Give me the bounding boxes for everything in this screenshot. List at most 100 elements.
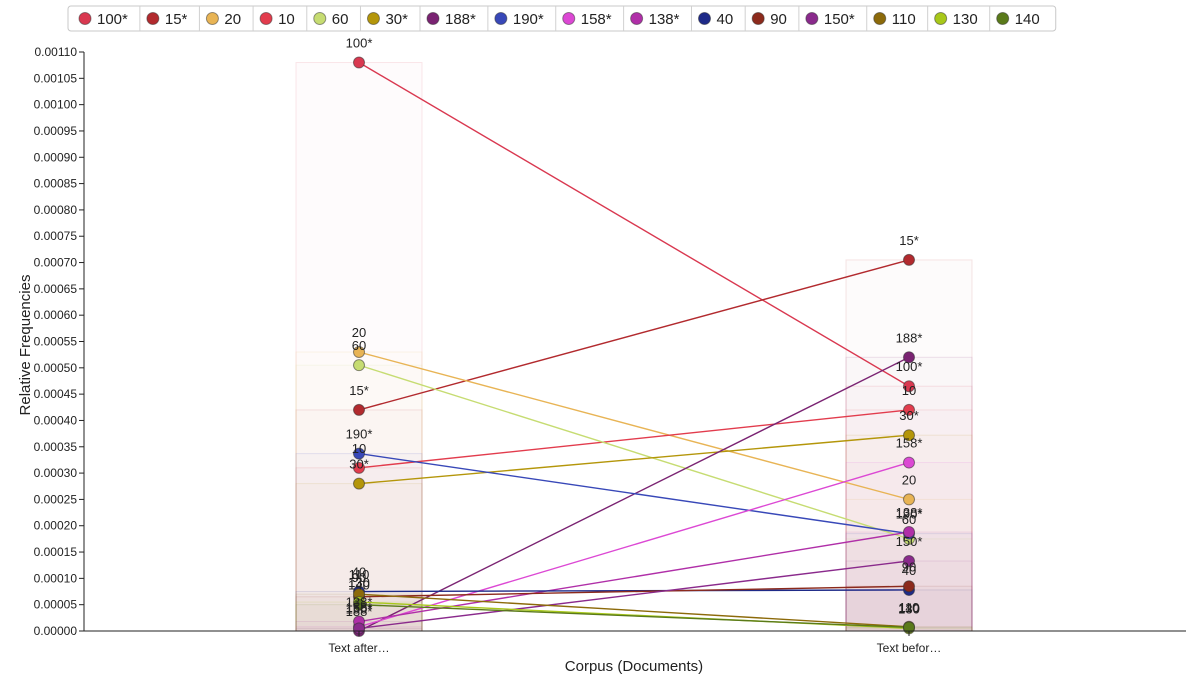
series-line <box>358 452 910 535</box>
data-label: 188* <box>346 604 373 619</box>
legend-swatch <box>562 12 576 25</box>
data-point[interactable] <box>353 461 365 474</box>
x-tick-label: Text befor… <box>877 641 942 655</box>
legend-item[interactable]: 188* <box>426 11 476 28</box>
legend-item[interactable]: 90 <box>751 11 787 28</box>
data-label: 110 <box>899 600 920 615</box>
data-label: 90 <box>902 559 916 574</box>
legend-item[interactable]: 60 <box>313 11 349 28</box>
series-line <box>358 603 910 629</box>
legend-item[interactable]: 140 <box>996 11 1040 28</box>
legend-swatch <box>313 12 327 25</box>
legend-label: 20 <box>224 11 241 28</box>
legend-label: 158* <box>581 11 612 28</box>
data-point[interactable] <box>903 380 915 393</box>
data-point[interactable] <box>353 447 365 460</box>
series-line <box>358 364 910 540</box>
data-label: 150* <box>346 601 373 616</box>
y-tick-label: 0.00060 <box>34 308 78 322</box>
data-label: 188* <box>896 330 923 345</box>
data-label: 60 <box>902 512 916 527</box>
legend-item[interactable]: 30* <box>366 11 408 28</box>
y-tick-label: 0.00045 <box>34 387 78 401</box>
legend-swatch <box>205 12 219 25</box>
legend-swatch <box>259 12 273 25</box>
point-labels: 100* 100* 15* 15* 20 20 10 10 60 60 30* 30* 188* 188*… <box>346 36 923 619</box>
data-point[interactable] <box>353 359 365 372</box>
y-axis-title: Relative Frequencies <box>17 275 34 416</box>
data-label: 190* <box>896 507 923 522</box>
legend-item[interactable]: 20 <box>205 11 241 28</box>
data-point[interactable] <box>903 580 915 593</box>
legend-swatch <box>146 12 160 25</box>
data-label: 158* <box>346 600 373 615</box>
data-label: 15* <box>899 233 919 248</box>
legend-item[interactable]: 40 <box>698 11 734 28</box>
legend-label: 138* <box>649 11 680 28</box>
y-tick-label: 0.00020 <box>34 519 78 533</box>
y-tick-label: 0.00050 <box>34 361 78 375</box>
legend-label: 30* <box>385 11 408 28</box>
legend-swatch <box>630 12 644 25</box>
data-point[interactable] <box>903 351 915 364</box>
legend-item[interactable]: 15* <box>146 11 188 28</box>
legend-label: 10 <box>278 11 295 28</box>
data-label: 190* <box>346 427 373 442</box>
data-point[interactable] <box>903 429 915 442</box>
data-label: 138* <box>896 505 923 520</box>
y-tick-label: 0.00030 <box>34 466 78 480</box>
legend-swatch <box>751 12 765 25</box>
data-label: 138* <box>346 595 373 610</box>
y-tick-label: 0.00105 <box>34 71 78 85</box>
data-point[interactable] <box>903 403 915 416</box>
legend-item[interactable]: 110 <box>873 11 916 28</box>
series-line <box>358 560 910 630</box>
data-label: 10 <box>352 441 366 456</box>
data-label: 10 <box>902 383 916 398</box>
legend-swatch <box>996 12 1010 25</box>
y-tick-label: 0.00085 <box>34 177 78 191</box>
y-tick-label: 0.00070 <box>34 256 78 270</box>
legend-swatch <box>805 12 819 25</box>
legend-item[interactable]: 130 <box>934 11 978 28</box>
data-point[interactable] <box>903 554 915 567</box>
series-points <box>353 56 915 637</box>
data-point[interactable] <box>353 346 365 359</box>
legend-label: 90 <box>770 11 787 28</box>
legend-item[interactable]: 158* <box>562 11 612 28</box>
x-axis: Text after… Text befor… <box>84 630 1186 655</box>
data-point[interactable] <box>353 56 365 69</box>
legend-label: 140 <box>1015 11 1040 28</box>
legend-item[interactable]: 150* <box>805 11 855 28</box>
data-label: 140 <box>898 600 920 615</box>
y-tick-label: 0.00100 <box>34 98 78 112</box>
data-label: 40 <box>352 565 366 580</box>
y-tick-label: 0.00015 <box>34 545 78 559</box>
legend-frame <box>67 5 1057 32</box>
data-point[interactable] <box>903 456 915 469</box>
data-point[interactable] <box>903 253 915 266</box>
y-tick-label: 0.00040 <box>34 413 78 427</box>
data-label: 110 <box>349 567 370 582</box>
data-point[interactable] <box>353 477 365 490</box>
y-tick-label: 0.00055 <box>34 335 78 349</box>
legend-item[interactable]: 138* <box>630 11 680 28</box>
legend-item[interactable]: 10 <box>259 11 295 28</box>
y-tick-label: 0.00065 <box>34 282 78 296</box>
x-tick-label: Text after… <box>328 641 389 655</box>
data-point[interactable] <box>903 526 915 539</box>
data-label: 140 <box>348 578 370 593</box>
data-point[interactable] <box>353 403 365 416</box>
legend-item[interactable]: 100* <box>78 11 128 28</box>
data-point[interactable] <box>353 598 365 611</box>
data-label: 20 <box>352 325 366 340</box>
y-tick-label: 0.00010 <box>34 571 78 585</box>
data-point[interactable] <box>903 493 915 506</box>
legend-item[interactable]: 190* <box>494 11 544 28</box>
series-line <box>358 593 910 628</box>
data-label: 60 <box>352 338 366 353</box>
series-line <box>358 61 910 387</box>
legend-label: 15* <box>165 11 188 28</box>
series-line <box>358 259 910 411</box>
data-label: 90 <box>352 570 366 585</box>
